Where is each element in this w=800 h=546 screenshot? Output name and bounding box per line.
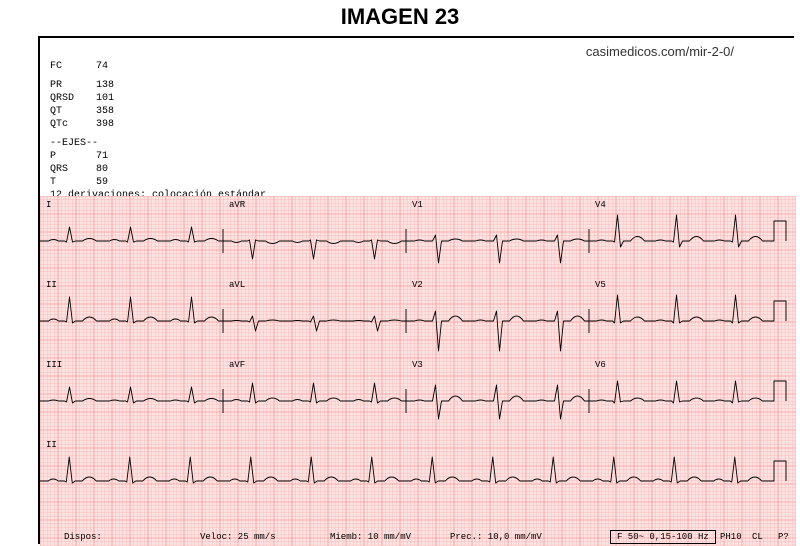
footer-cl: CL [752,532,763,542]
lead-label: V4 [595,200,606,210]
meta-qrsd-val: 101 [96,93,114,104]
ecg-chart-area: IaVR V1 V4 II aVL V2 V5 III aVF V3 V6 II Dispos: Ve… [40,196,796,546]
meta-pr-key: PR [50,79,96,92]
meta-fc-val: 74 [96,61,108,72]
lead-label: V1 [412,200,423,210]
meta-qt-val: 358 [96,106,114,117]
meta-qrs-key: QRS [50,163,96,176]
lead-label: aVF [229,360,245,370]
footer-dispos: Dispos: [64,532,102,542]
lead-label: V3 [412,360,423,370]
meta-p-key: P [50,150,96,163]
meta-fc-key: FC [50,60,96,73]
ecg-traces [40,196,796,546]
meta-qt-key: QT [50,105,96,118]
lead-label: V6 [595,360,606,370]
footer-ph: PH10 [720,532,742,542]
lead-label: aVR [229,200,245,210]
meta-pr-val: 138 [96,80,114,91]
meta-qrsd-key: QRSD [50,92,96,105]
watermark-text: casimedicos.com/mir-2-0/ [586,44,734,59]
meta-qrs-val: 80 [96,164,108,175]
page: IMAGEN 23 casimedicos.com/mir-2-0/ FC74 … [0,0,800,546]
lead-label: II [46,280,57,290]
footer-veloc: Veloc: 25 mm/s [200,532,276,542]
footer-prec: Prec.: 10,0 mm/mV [450,532,542,542]
lead-label: V2 [412,280,423,290]
page-title: IMAGEN 23 [0,0,800,30]
footer-p: P? [778,532,789,542]
footer-filter: F 50~ 0,15-100 Hz [610,530,716,544]
lead-label: aVL [229,280,245,290]
ecg-meta-block: FC74 PR138 QRSD101 QT358 QTc398 --EJES--… [50,60,266,202]
lead-label: III [46,360,62,370]
meta-sep: --EJES-- [50,138,98,149]
meta-qtc-key: QTc [50,118,96,131]
lead-label: V5 [595,280,606,290]
meta-qtc-val: 398 [96,119,114,130]
meta-t-key: T [50,176,96,189]
lead-label: II [46,440,57,450]
meta-p-val: 71 [96,151,108,162]
footer-miemb: Miemb: 10 mm/mV [330,532,411,542]
lead-label: I [46,200,51,210]
ecg-frame: casimedicos.com/mir-2-0/ FC74 PR138 QRSD… [38,36,794,544]
ecg-footer: Dispos: Veloc: 25 mm/s Miemb: 10 mm/mV P… [40,528,796,546]
meta-t-val: 59 [96,177,108,188]
